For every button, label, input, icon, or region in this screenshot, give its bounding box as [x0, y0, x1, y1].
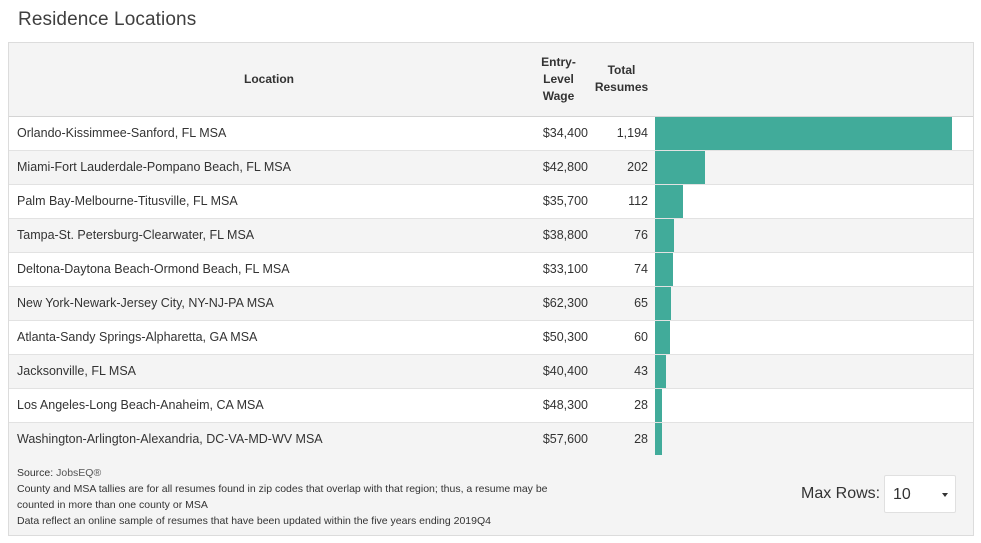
table-row: Orlando-Kissimmee-Sanford, FL MSA $34,40…: [9, 116, 973, 151]
wage-cell: $34,400: [529, 116, 588, 151]
total-resumes-cell: 65: [588, 286, 655, 321]
total-resumes-cell: 43: [588, 354, 655, 389]
bar-cell: [655, 320, 973, 355]
wage-cell: $40,400: [529, 354, 588, 389]
location-cell: Atlanta-Sandy Springs-Alpharetta, GA MSA: [9, 320, 529, 355]
total-resumes-cell: 74: [588, 252, 655, 287]
chevron-down-icon: [942, 493, 948, 497]
wage-header-line: Level: [543, 71, 574, 86]
wage-cell: $38,800: [529, 218, 588, 253]
location-cell: Los Angeles-Long Beach-Anaheim, CA MSA: [9, 388, 529, 423]
bar-cell: [655, 184, 973, 219]
total-resumes-cell: 28: [588, 422, 655, 457]
location-cell: New York-Newark-Jersey City, NY-NJ-PA MS…: [9, 286, 529, 321]
location-column-header[interactable]: Location: [9, 43, 529, 117]
footnotes: Source: JobsEQ® County and MSA tallies a…: [17, 465, 587, 529]
wage-cell: $33,100: [529, 252, 588, 287]
table-row: Washington-Arlington-Alexandria, DC-VA-M…: [9, 422, 973, 457]
location-cell: Miami-Fort Lauderdale-Pompano Beach, FL …: [9, 150, 529, 185]
bar-cell: [655, 218, 973, 253]
wage-header-line: Entry-: [541, 54, 576, 69]
table-row: Atlanta-Sandy Springs-Alpharetta, GA MSA…: [9, 320, 973, 355]
bar-cell: [655, 388, 973, 423]
total-header-line: Total: [607, 63, 636, 78]
table-row: Palm Bay-Melbourne-Titusville, FL MSA $3…: [9, 184, 973, 219]
wage-header-line: Wage: [542, 88, 575, 103]
total-header-line: Resumes: [594, 80, 649, 95]
bar-column-header: [655, 43, 973, 117]
total-resumes-bar: [655, 320, 670, 353]
total-resumes-bar: [655, 422, 662, 455]
total-resumes-cell: 112: [588, 184, 655, 219]
total-resumes-bar: [655, 218, 674, 251]
wage-cell: $57,600: [529, 422, 588, 457]
residence-table-panel: Location Entry- Level Wage Total Resumes…: [8, 42, 974, 536]
total-resumes-cell: 60: [588, 320, 655, 355]
location-cell: Orlando-Kissimmee-Sanford, FL MSA: [9, 116, 529, 151]
total-resumes-bar: [655, 252, 673, 285]
location-cell: Deltona-Daytona Beach-Ormond Beach, FL M…: [9, 252, 529, 287]
bar-cell: [655, 286, 973, 321]
wage-cell: $50,300: [529, 320, 588, 355]
total-resumes-bar: [655, 150, 705, 183]
source-label: Source:: [17, 467, 57, 479]
total-resumes-bar: [655, 354, 666, 387]
tally-note: County and MSA tallies are for all resum…: [17, 483, 548, 511]
table-row: Los Angeles-Long Beach-Anaheim, CA MSA $…: [9, 388, 973, 423]
wage-column-header[interactable]: Entry- Level Wage: [529, 43, 588, 117]
source-link[interactable]: JobsEQ®: [56, 467, 102, 479]
page-title: Residence Locations: [18, 9, 197, 30]
wage-cell: $62,300: [529, 286, 588, 321]
location-cell: Washington-Arlington-Alexandria, DC-VA-M…: [9, 422, 529, 457]
max-rows-label: Max Rows:: [801, 485, 881, 502]
bar-cell: [655, 116, 973, 151]
wage-cell: $42,800: [529, 150, 588, 185]
residence-table: Location Entry- Level Wage Total Resumes…: [9, 43, 973, 457]
total-resumes-cell: 1,194: [588, 116, 655, 151]
total-resumes-column-header[interactable]: Total Resumes: [588, 43, 655, 117]
table-row: Deltona-Daytona Beach-Ormond Beach, FL M…: [9, 252, 973, 287]
bar-cell: [655, 422, 973, 457]
total-resumes-cell: 28: [588, 388, 655, 423]
sample-note: Data reflect an online sample of resumes…: [17, 515, 491, 527]
source-line: Source: JobsEQ®: [17, 465, 587, 481]
table-row: Jacksonville, FL MSA $40,400 43: [9, 354, 973, 389]
total-resumes-bar: [655, 286, 671, 319]
bar-cell: [655, 354, 973, 389]
max-rows-select[interactable]: 10: [884, 475, 956, 513]
table-footer: Source: JobsEQ® County and MSA tallies a…: [9, 455, 973, 535]
bar-cell: [655, 150, 973, 185]
table-row: New York-Newark-Jersey City, NY-NJ-PA MS…: [9, 286, 973, 321]
location-cell: Palm Bay-Melbourne-Titusville, FL MSA: [9, 184, 529, 219]
total-resumes-cell: 76: [588, 218, 655, 253]
location-cell: Jacksonville, FL MSA: [9, 354, 529, 389]
table-header-row: Location Entry- Level Wage Total Resumes: [9, 43, 973, 117]
table-row: Miami-Fort Lauderdale-Pompano Beach, FL …: [9, 150, 973, 185]
table-row: Tampa-St. Petersburg-Clearwater, FL MSA …: [9, 218, 973, 253]
max-rows-selected-value: 10: [893, 486, 911, 503]
location-cell: Tampa-St. Petersburg-Clearwater, FL MSA: [9, 218, 529, 253]
wage-cell: $48,300: [529, 388, 588, 423]
table-body: Orlando-Kissimmee-Sanford, FL MSA $34,40…: [9, 116, 973, 457]
total-resumes-bar: [655, 388, 662, 421]
total-resumes-cell: 202: [588, 150, 655, 185]
bar-cell: [655, 252, 973, 287]
total-resumes-bar: [655, 116, 952, 149]
total-resumes-bar: [655, 184, 683, 217]
wage-cell: $35,700: [529, 184, 588, 219]
